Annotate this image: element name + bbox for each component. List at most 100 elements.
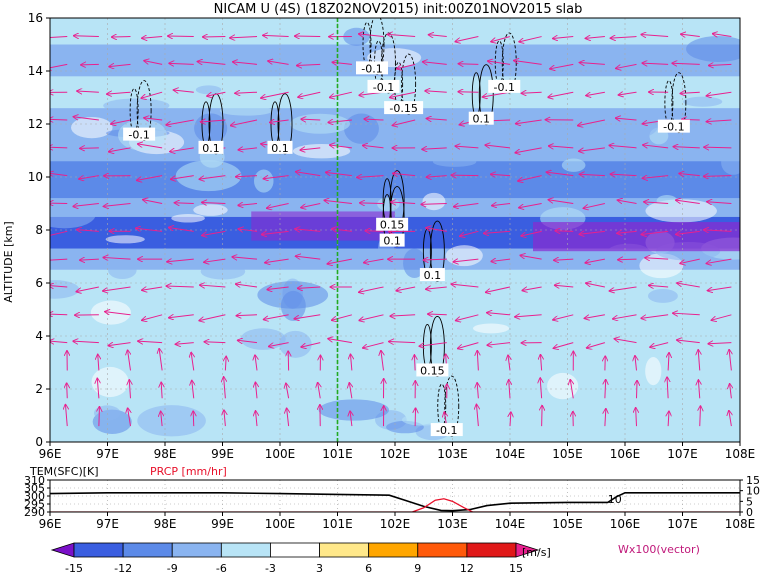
wind-vector: [680, 258, 700, 263]
wind-vector: [396, 286, 416, 291]
wind-vector: [332, 314, 353, 320]
wind-vector: [585, 37, 605, 39]
shading-blob: [93, 405, 121, 421]
wind-vector: [586, 283, 605, 288]
wind-vector: [79, 176, 99, 179]
wind-vector: [668, 353, 669, 371]
shading-blob: [50, 280, 80, 299]
colorbar-label: -3: [265, 562, 276, 575]
wind-vector: [97, 378, 99, 399]
colorbar-label: -6: [216, 562, 227, 575]
wind-vector: [616, 118, 637, 120]
shading-blob: [472, 323, 510, 334]
shading-blob: [686, 36, 740, 62]
wind-vector: [129, 380, 130, 399]
wind-vector: [256, 411, 257, 427]
wind-vector: [550, 63, 574, 68]
wind-vector: [224, 377, 226, 399]
wind-vector: [330, 91, 352, 97]
wind-vector: [225, 356, 226, 371]
wind-vector: [549, 146, 574, 148]
wind-vector: [191, 352, 194, 371]
y-tick-label: 4: [35, 329, 43, 343]
svg-text:-0.1: -0.1: [663, 121, 684, 134]
y-tick-label: 2: [35, 382, 43, 396]
contour-label: 0.15: [416, 363, 449, 377]
wind-vector: [485, 145, 511, 148]
wind-vector: [349, 383, 352, 399]
wind-vector: [519, 203, 542, 208]
wind-vector: [109, 64, 131, 66]
wind-vector: [456, 314, 479, 321]
shading-blob: [91, 366, 129, 398]
wind-vector: [482, 91, 511, 97]
wind-vector: [262, 230, 289, 234]
x-tick-label: 97E: [96, 517, 119, 531]
wind-vector: [540, 355, 541, 371]
wind-vector: [425, 91, 447, 92]
x-tick-label: 103E: [437, 447, 468, 461]
wind-vector: [350, 411, 352, 427]
colorbar-swatch: [368, 542, 419, 558]
shading-blob: [228, 282, 258, 309]
shading-blob: [193, 204, 228, 216]
left-tick-label: 300: [24, 490, 45, 503]
colorbar-swatch: [515, 542, 540, 558]
shading-blob: [138, 436, 190, 442]
series-line-temperature: [50, 492, 740, 512]
wind-vector: [555, 231, 574, 232]
wind-vector: [667, 377, 668, 399]
wind-vector: [202, 202, 226, 203]
contour-label: -0.1: [430, 423, 463, 437]
wind-vector: [236, 284, 258, 287]
wind-vector: [509, 380, 510, 399]
wind-vector: [454, 203, 479, 207]
shading-blob: [108, 261, 137, 280]
wind-vector: [486, 286, 511, 292]
shading-blob: [377, 197, 400, 212]
wind-vector: [298, 91, 321, 97]
x-tick-label: 98E: [154, 447, 177, 461]
wind-vector: [641, 314, 669, 319]
wind-vector: [392, 119, 416, 125]
wind-vector: [111, 119, 131, 124]
svg-text:0.1: 0.1: [424, 269, 442, 282]
wind-vector: [700, 406, 701, 427]
contour-label: 0.1: [267, 140, 293, 155]
wind-vector: [578, 119, 605, 126]
wind-vector: [605, 409, 606, 427]
shading-blob: [195, 85, 222, 95]
wind-vector: [636, 408, 637, 427]
wind-vector: [268, 61, 289, 65]
wind-vector: [301, 203, 321, 208]
colorbar-label: 12: [460, 562, 474, 575]
wind-vector: [729, 350, 731, 371]
contour-label: -0.15: [384, 101, 424, 115]
wind-vector: [677, 283, 700, 288]
wind-vector: [484, 231, 511, 233]
wind-vector: [74, 36, 99, 37]
wind-vector: [301, 342, 321, 347]
right-tick-label: 10: [746, 485, 760, 498]
shading-blob: [611, 108, 660, 139]
right-tick-label: 0: [746, 506, 753, 519]
wind-vector: [144, 118, 163, 120]
wind-vector: [128, 350, 131, 371]
wind-vector: [328, 339, 352, 344]
wind-vector: [50, 230, 68, 236]
wind-vector: [381, 351, 384, 371]
contour-labels: -0.1 0.1 0.1 -0.1 -0.1 -0.15 -0.1 0.1 -0.1 0.15 0.…: [123, 61, 690, 437]
colorbar-label: -9: [167, 562, 178, 575]
wind-vector: [360, 203, 384, 204]
wind-vector: [169, 315, 194, 318]
wind-vector: [706, 91, 732, 96]
wind-vector: [522, 286, 542, 291]
shading-blob: [318, 399, 390, 421]
contour-label: 0.1: [198, 140, 224, 155]
colorbar-swatch: [73, 542, 124, 558]
left-tick-label: 310: [24, 474, 45, 487]
wind-vector: [616, 63, 637, 68]
y-tick-label: 14: [28, 64, 43, 78]
wind-vector: [166, 119, 194, 125]
